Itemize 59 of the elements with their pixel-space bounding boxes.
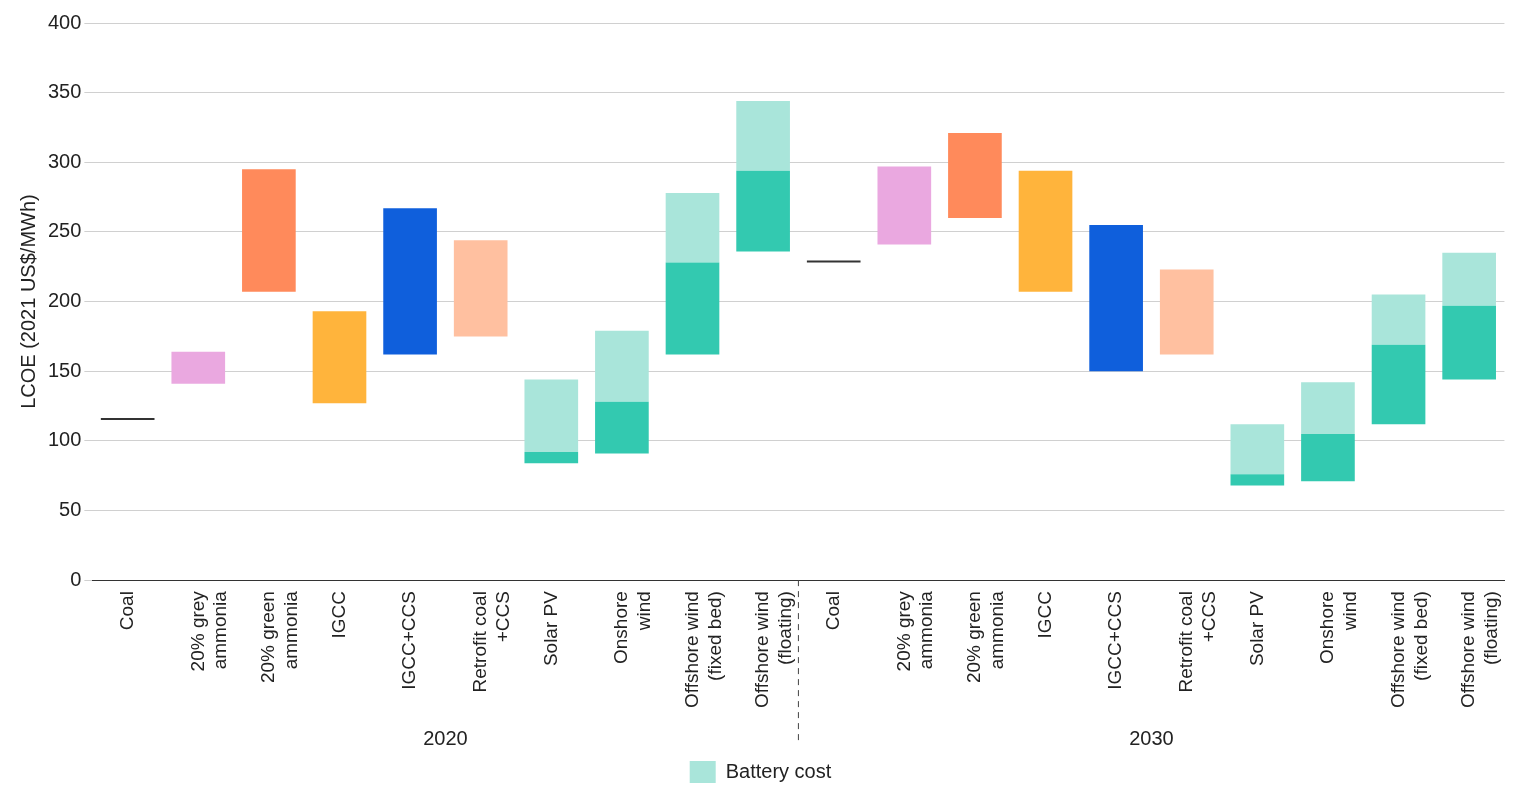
x-tick-label: Offshore wind (floating)	[1457, 591, 1502, 709]
bar	[312, 311, 367, 404]
bar	[1301, 382, 1355, 434]
y-tick-label: 0	[70, 567, 82, 590]
bar	[595, 401, 649, 454]
bar	[736, 170, 790, 252]
bar	[242, 169, 296, 292]
legend-label: Battery cost	[725, 759, 832, 782]
x-tick-label: Coal	[115, 591, 137, 631]
bar	[877, 166, 932, 245]
text: 2020	[423, 726, 468, 749]
bar	[383, 208, 437, 355]
y-tick-label: 50	[59, 498, 82, 520]
y-tick-label: 350	[47, 80, 82, 103]
bar	[806, 260, 861, 263]
y-tick-label: 150	[47, 358, 82, 381]
x-tick-label: IGCC	[1033, 591, 1055, 639]
x-tick-label: IGCC+CCS	[1104, 591, 1126, 690]
bar	[1089, 224, 1143, 372]
x-tick-label: IGCC+CCS	[398, 591, 420, 690]
x-tick-label: Onshore wind	[610, 591, 654, 664]
y-tick-label: 200	[47, 289, 82, 312]
bar	[1159, 269, 1214, 355]
bar	[524, 379, 579, 452]
bar	[453, 240, 508, 337]
bar	[1301, 433, 1355, 482]
bar	[100, 417, 155, 420]
bar	[171, 351, 226, 384]
x-tick-label: 20% grey ammonia	[186, 590, 231, 672]
x-tick-label: Offshore wind (fixed bed)	[1386, 591, 1431, 709]
bar	[524, 451, 579, 464]
x-tick-label: Solar PV	[539, 590, 561, 667]
x-tick-label: Retrofit coal +CCS	[468, 591, 513, 693]
text: 2030	[1129, 726, 1174, 749]
x-tick-label: Retrofit coal +CCS	[1174, 591, 1219, 693]
bar	[1230, 474, 1285, 486]
y-tick-label: 400	[47, 10, 82, 33]
bar	[665, 262, 720, 355]
bar	[665, 192, 720, 263]
x-tick-label: Onshore wind	[1316, 591, 1360, 664]
y-tick-label: 250	[47, 219, 82, 242]
bar	[1442, 305, 1496, 380]
x-tick-label: Offshore wind (floating)	[751, 591, 796, 709]
x-tick-label: Offshore wind (fixed bed)	[680, 591, 725, 709]
bar	[1442, 252, 1496, 306]
bar	[736, 101, 790, 171]
bar	[595, 330, 649, 402]
y-axis-title: LCOE (2021 US$/MWh)	[16, 194, 39, 409]
y-tick-label: 100	[47, 428, 82, 451]
bar	[1230, 424, 1285, 475]
y-tick-label: 300	[47, 149, 82, 172]
x-tick-label: Coal	[821, 591, 843, 631]
x-tick-label: Solar PV	[1245, 590, 1267, 667]
bar	[1371, 344, 1426, 425]
x-tick-label: 20% grey ammonia	[892, 590, 937, 672]
x-tick-label: IGCC	[327, 591, 349, 639]
bar	[1018, 170, 1073, 292]
bar	[1371, 294, 1426, 345]
bar	[948, 133, 1002, 218]
